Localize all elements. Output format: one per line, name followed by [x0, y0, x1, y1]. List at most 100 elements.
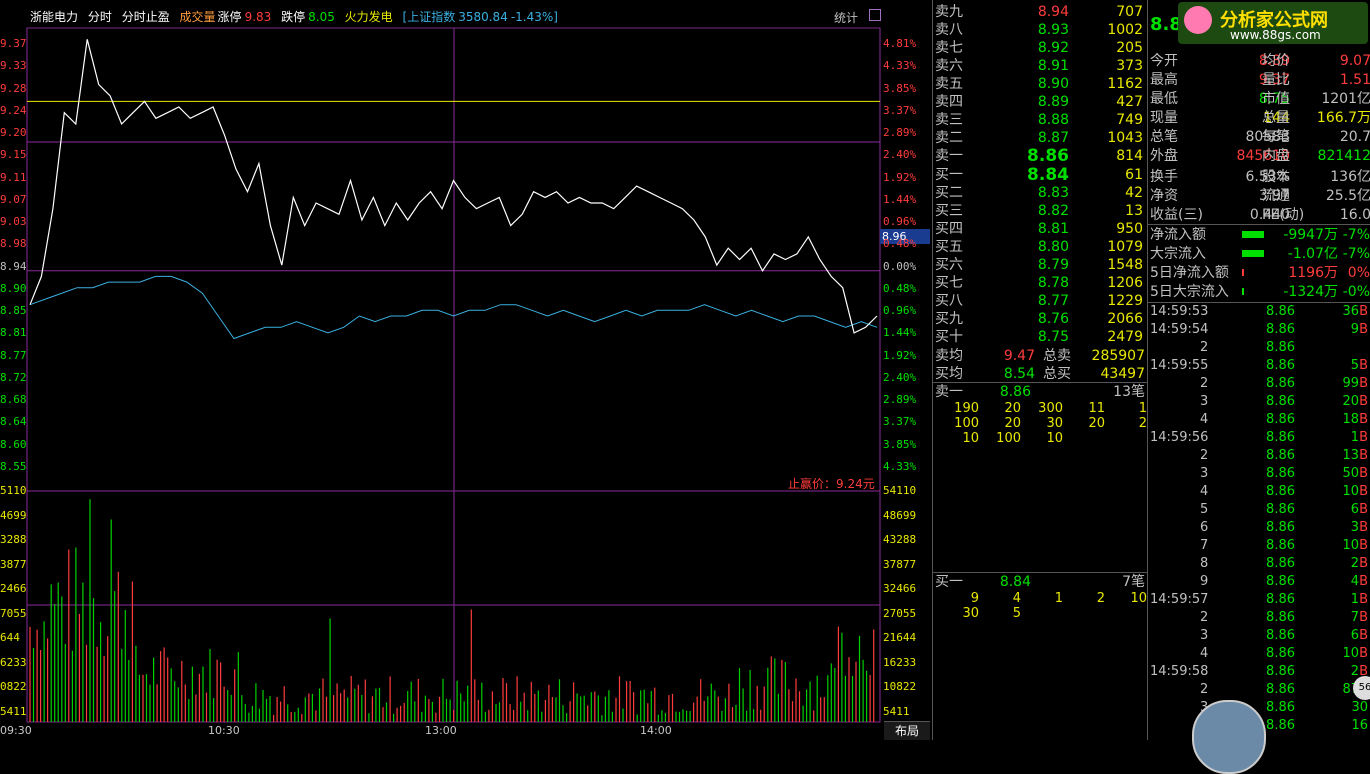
- volume-tick: 3288: [0, 533, 27, 546]
- ask-avg-value: 9.47: [1003, 348, 1035, 364]
- pct-tick: 0.96%: [883, 304, 917, 318]
- tick-side: B: [1359, 448, 1368, 463]
- buy1-count: 7笔: [1122, 574, 1145, 590]
- ask-volume: 1162: [1107, 76, 1143, 92]
- stat-row: 换手 6.53% 股本 136亿: [1150, 168, 1370, 186]
- ask-price: 8.91: [1037, 58, 1069, 74]
- bid-label: 买八: [935, 293, 963, 309]
- buy1-queue-item: 1: [1054, 591, 1063, 606]
- price-tick: 9.15: [0, 148, 27, 162]
- price-tick: 8.64: [0, 415, 27, 429]
- tick-volume: 6B: [1310, 627, 1368, 645]
- price-tick: 8.60: [0, 437, 27, 451]
- pct-tick: 3.37%: [883, 415, 917, 429]
- buy1-queue-item: 30: [962, 606, 979, 621]
- mode-intraday-tab[interactable]: 分时: [87, 10, 112, 24]
- volume-tick: 4699: [0, 508, 27, 522]
- stat-label: 股本: [1262, 169, 1290, 185]
- stats-button[interactable]: 统计: [834, 11, 859, 25]
- ask-price: 8.90: [1037, 76, 1069, 92]
- flow-value: -1324万: [1283, 284, 1338, 300]
- tick-price: 8.86: [1266, 502, 1295, 517]
- trade-tick-row: 14:59:54 8.86 9B: [1150, 321, 1370, 339]
- pct-tick: 1.92%: [883, 348, 917, 362]
- stat-label: 每笔: [1262, 129, 1290, 145]
- volume-tick: 7055: [0, 606, 27, 620]
- tick-volume-value: 3: [1350, 520, 1360, 535]
- intraday-chart[interactable]: [0, 0, 932, 740]
- tick-price: 8.86: [1266, 646, 1295, 661]
- sector-label[interactable]: 火力发电: [344, 10, 393, 24]
- buy1-header: 买一 8.84 7笔: [935, 573, 1145, 591]
- limit-up-label: 涨停: [217, 10, 242, 24]
- tick-volume-value: 50: [1342, 466, 1360, 481]
- site-logo: 分析家公式网 www.88gs.com: [1178, 2, 1368, 44]
- tick-price: 8.86: [1266, 448, 1295, 463]
- volume-tick: 6233: [0, 655, 27, 669]
- volume-tick: 54110: [883, 484, 917, 497]
- tick-volume-value: 30: [1351, 700, 1368, 715]
- stat-value: 144: [1263, 110, 1290, 126]
- mode-take-profit-tab[interactable]: 分时止盈: [121, 10, 170, 24]
- bid-volume: 1206: [1107, 275, 1143, 291]
- time-tick: 13:00: [425, 724, 457, 737]
- ask-label: 卖五: [935, 76, 963, 92]
- trade-tick-row: 4 8.86 10B: [1150, 645, 1370, 663]
- stat-label: 净资: [1150, 188, 1178, 204]
- avatar[interactable]: [1192, 700, 1266, 774]
- stat-value: 3.97: [1258, 188, 1290, 204]
- avg-price-line: [29, 275, 878, 340]
- tick-volume: 7B: [1310, 609, 1368, 627]
- tick-volume-value: 16: [1351, 718, 1368, 733]
- volume-tick: 48699: [883, 508, 917, 522]
- volume-tick: 16233: [883, 655, 917, 669]
- stat-label: 最高: [1150, 72, 1178, 88]
- bid-label: 买五: [935, 239, 963, 255]
- tick-price: 8.86: [1266, 322, 1295, 337]
- tick-volume: 2B: [1310, 555, 1368, 573]
- price-tick: 8.68: [0, 393, 27, 407]
- tick-time: 14:59:55: [1150, 358, 1209, 373]
- tick-price: 8.86: [1266, 520, 1295, 535]
- stock-name: 浙能电力: [30, 10, 79, 24]
- ask-price: 8.94: [1037, 4, 1069, 20]
- bid-row: 买五 8.80 1079: [935, 238, 1145, 256]
- bid-price: 8.84: [1027, 165, 1069, 185]
- buy1-queue-item: 10: [1130, 591, 1147, 606]
- tick-volume: 13B: [1310, 447, 1368, 465]
- limit-down-label: 跌停: [281, 10, 306, 24]
- intraday-chart-area[interactable]: 浙能电力 分时 分时止盈 成交量 涨停 9.83 跌停 8.05 火力发电 [上证指数…: [0, 0, 932, 740]
- ask-row: 卖六 8.91 373: [935, 57, 1145, 75]
- volume-tick: 644: [0, 631, 20, 644]
- stat-label: PE(动): [1262, 207, 1305, 223]
- stat-label: 现量: [1150, 110, 1178, 126]
- stat-value: 821412: [1317, 148, 1370, 164]
- tick-side: B: [1359, 628, 1368, 643]
- flow-value: -9947万: [1283, 227, 1338, 243]
- stat-label: 流通: [1262, 188, 1290, 204]
- bid-volume: 1229: [1107, 293, 1143, 309]
- trade-tick-row: 9 8.86 4B: [1150, 573, 1370, 591]
- bid-label: 买十: [935, 329, 963, 345]
- tick-volume: 30: [1310, 699, 1368, 717]
- take-profit-label: 止赢价：9.24元: [788, 477, 875, 491]
- buy1-price: 8.84: [999, 574, 1031, 590]
- tick-volume-value: 10: [1342, 538, 1360, 553]
- notification-badge[interactable]: 56: [1353, 676, 1370, 700]
- bid-total-value: 43497: [1100, 366, 1145, 382]
- limit-down-value: 8.05: [308, 10, 335, 24]
- tick-volume: 9B: [1310, 321, 1368, 339]
- trade-tick-row: 2 8.86 7B: [1150, 609, 1370, 627]
- layout-button[interactable]: 布局: [884, 721, 930, 740]
- volume-tick: 32466: [883, 582, 917, 595]
- volume-tick: 21644: [883, 631, 917, 644]
- tick-side: B: [1359, 502, 1368, 517]
- ask-price: 8.87: [1037, 130, 1069, 146]
- trade-tick-row: 3 8.86 50B: [1150, 465, 1370, 483]
- price-tick: 9.37: [0, 37, 27, 50]
- stat-row: 最高 9.37 量比 1.51: [1150, 71, 1370, 89]
- expand-icon[interactable]: [869, 9, 881, 21]
- trade-tick-row: 2 8.86 13B: [1150, 447, 1370, 465]
- ask-label: 卖二: [935, 130, 963, 146]
- tick-price: 8.86: [1266, 574, 1295, 589]
